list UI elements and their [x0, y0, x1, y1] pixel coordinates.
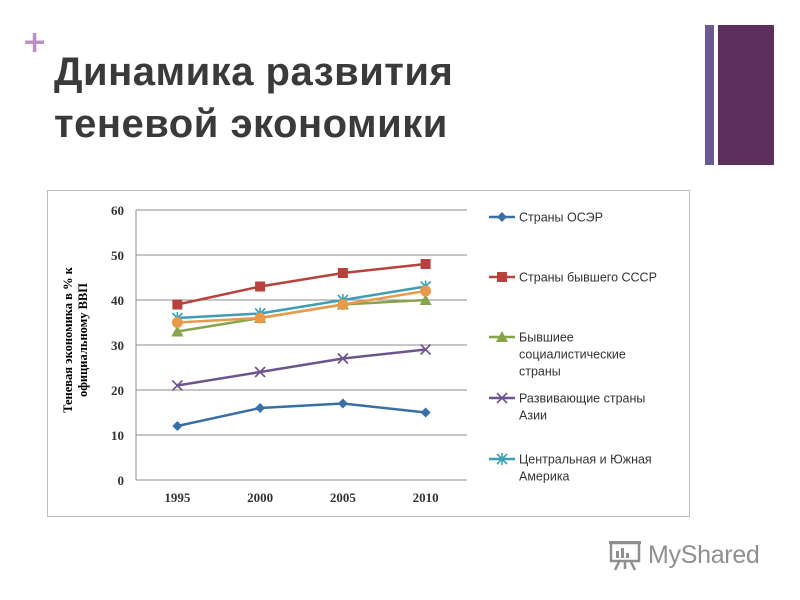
data-point	[337, 398, 348, 409]
data-point	[420, 259, 431, 269]
legend-marker-2	[496, 331, 508, 342]
data-point	[337, 299, 349, 310]
y-tick-label: 40	[111, 293, 124, 308]
bullet-plus-icon: +	[22, 25, 48, 60]
y-tick-label: 30	[111, 338, 124, 353]
chart-frame	[47, 190, 690, 517]
data-point	[171, 317, 183, 328]
series-line-0	[177, 402, 426, 428]
data-point	[255, 403, 266, 413]
legend-label: Центральная и Южная	[519, 453, 652, 467]
data-point	[420, 285, 432, 297]
data-point	[171, 379, 183, 392]
x-tick-label: 2010	[413, 490, 439, 505]
series-line-5	[177, 289, 426, 324]
y-tick-label: 10	[111, 428, 124, 443]
legend-label: Америка	[519, 470, 570, 484]
presentation-board-icon	[609, 541, 641, 571]
series-line-3	[177, 348, 426, 387]
legend-label: Страны бывшего СССР	[519, 271, 657, 285]
data-point	[254, 312, 266, 324]
data-point	[254, 366, 266, 378]
y-tick-label: 60	[111, 203, 124, 218]
page-title: Динамика развития теневой экономики	[54, 46, 694, 150]
decorative-bar-thin	[705, 25, 714, 165]
series-line-1	[177, 262, 426, 306]
watermark-text: MyShared	[648, 540, 760, 569]
y-tick-label: 20	[111, 383, 124, 398]
data-point	[171, 325, 184, 337]
legend-label: Бывшиее	[519, 331, 574, 345]
decorative-bar-thick	[718, 25, 774, 165]
data-point	[255, 281, 266, 292]
series-line-4	[177, 285, 426, 320]
legend-label: Страны ОСЭР	[519, 211, 603, 225]
title-line-1: Динамика развития	[54, 50, 454, 94]
title-line-2: теневой экономики	[54, 102, 448, 146]
legend-label: страны	[519, 365, 561, 379]
data-point	[337, 268, 348, 278]
x-tick-label: 2000	[247, 490, 273, 505]
legend-label: Азии	[519, 409, 547, 423]
watermark: MyShared	[608, 538, 760, 572]
y-tick-label: 0	[118, 473, 125, 488]
data-point	[337, 352, 349, 365]
data-point	[172, 421, 183, 431]
legend-label: Развивающие страны	[519, 392, 645, 406]
data-point	[420, 407, 431, 418]
x-tick-label: 2005	[330, 490, 357, 505]
legend-marker-0	[497, 212, 507, 222]
data-point	[420, 343, 432, 356]
y-tick-label: 50	[111, 248, 124, 263]
legend-marker-4	[496, 453, 508, 465]
data-point	[172, 299, 183, 310]
legend-label: социалистические	[519, 348, 626, 362]
data-point	[419, 294, 432, 305]
x-tick-label: 1995	[164, 490, 191, 505]
legend-marker-1	[497, 272, 507, 282]
legend-marker-3	[496, 392, 508, 404]
